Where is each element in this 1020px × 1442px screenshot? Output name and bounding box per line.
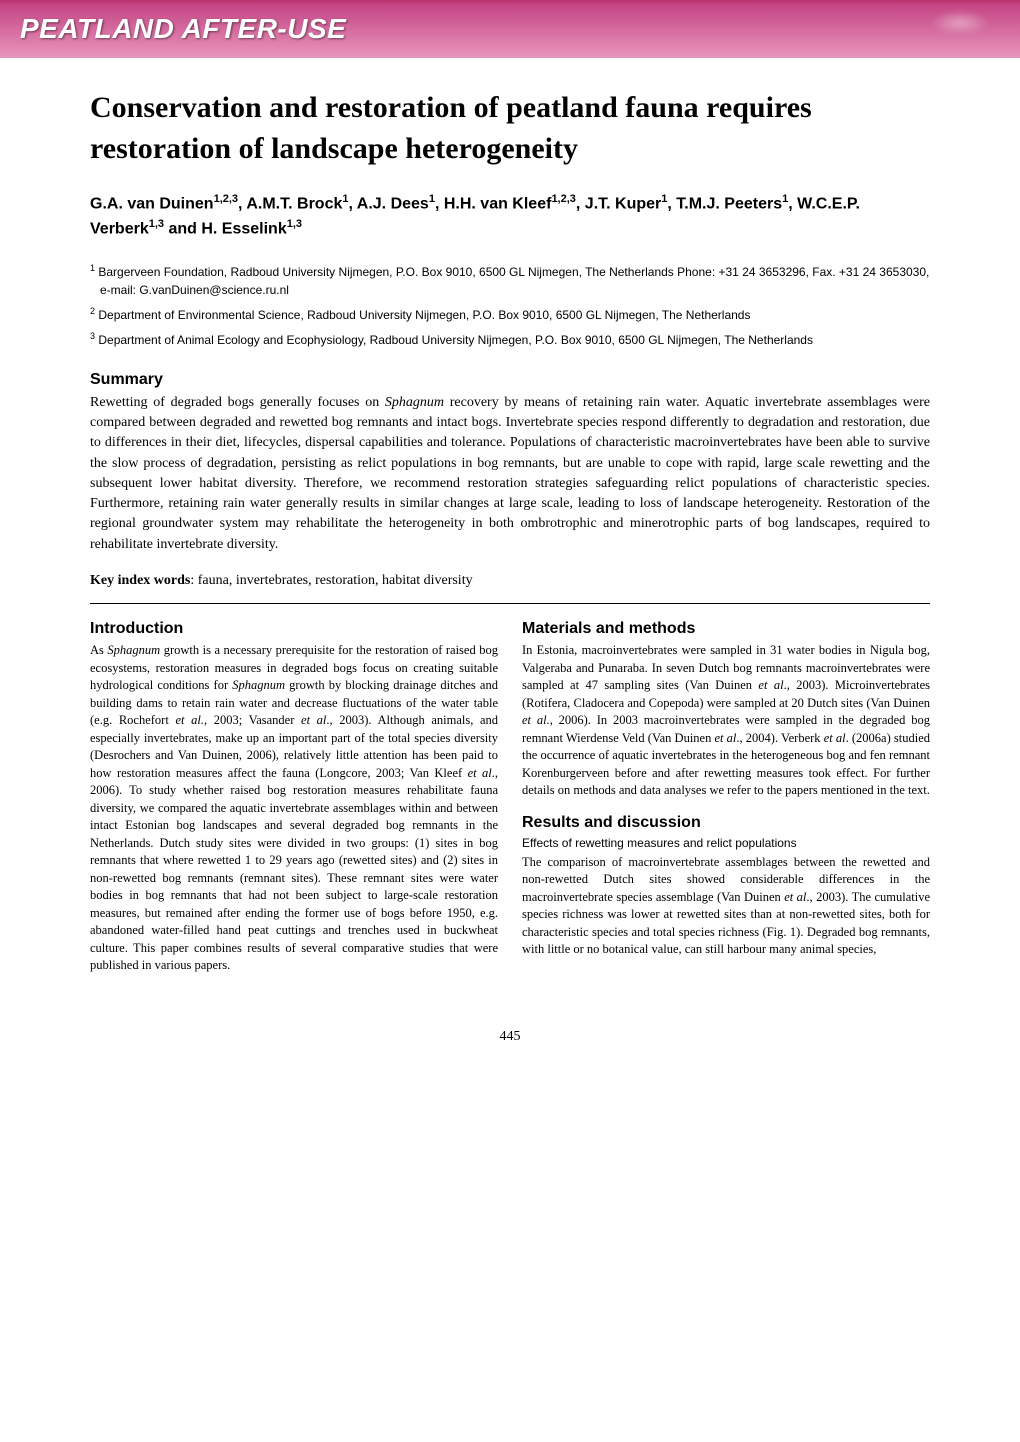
affiliation-1: 1 Bargerveen Foundation, Radboud Univers… xyxy=(90,262,930,299)
affiliation-3: 3 Department of Animal Ecology and Ecoph… xyxy=(90,330,930,349)
article-content: Conservation and restoration of peatland… xyxy=(0,58,1020,1009)
page-number: 445 xyxy=(0,1009,1020,1055)
affiliations: 1 Bargerveen Foundation, Radboud Univers… xyxy=(90,262,930,349)
article-title: Conservation and restoration of peatland… xyxy=(90,88,930,169)
affiliation-2: 2 Department of Environmental Science, R… xyxy=(90,305,930,324)
introduction-heading: Introduction xyxy=(90,620,498,638)
results-text: The comparison of macroinvertebrate asse… xyxy=(522,854,930,959)
left-column: Introduction As Sphagnum growth is a nec… xyxy=(90,620,498,989)
section-divider xyxy=(90,603,930,604)
keywords-label: Key index words xyxy=(90,573,190,588)
banner-title: PEATLAND AFTER-USE xyxy=(20,13,346,45)
keywords-values: fauna, invertebrates, restoration, habit… xyxy=(198,573,473,588)
summary-heading: Summary xyxy=(90,371,930,389)
materials-heading: Materials and methods xyxy=(522,620,930,638)
two-column-layout: Introduction As Sphagnum growth is a nec… xyxy=(90,620,930,989)
results-heading: Results and discussion xyxy=(522,814,930,832)
right-column: Materials and methods In Estonia, macroi… xyxy=(522,620,930,989)
summary-text: Rewetting of degraded bogs generally foc… xyxy=(90,393,930,555)
materials-text: In Estonia, macroinvertebrates were samp… xyxy=(522,642,930,800)
banner-decoration xyxy=(930,10,990,35)
introduction-text: As Sphagnum growth is a necessary prereq… xyxy=(90,642,498,975)
results-subhead: Effects of rewetting measures and relict… xyxy=(522,836,930,850)
keywords: Key index words: fauna, invertebrates, r… xyxy=(90,573,930,589)
header-banner: PEATLAND AFTER-USE xyxy=(0,0,1020,58)
authors-line: G.A. van Duinen1,2,3, A.M.T. Brock1, A.J… xyxy=(90,191,930,242)
